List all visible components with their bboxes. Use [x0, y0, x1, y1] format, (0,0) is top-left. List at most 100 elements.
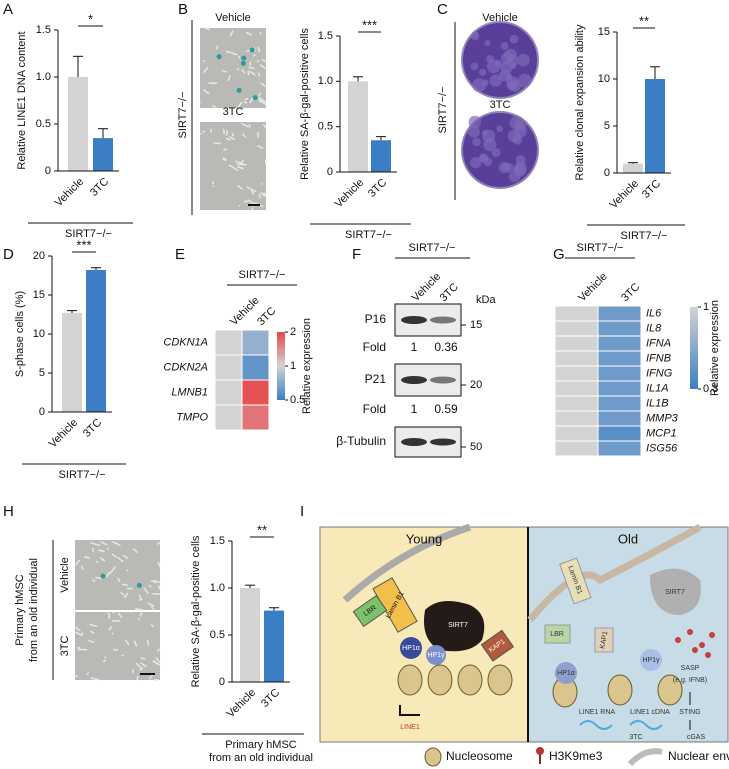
cell	[150, 605, 155, 611]
cell	[256, 59, 259, 63]
row-label: TMPO	[176, 411, 208, 423]
colorbar-label: Relative expression	[301, 318, 313, 414]
group-label: SIRT7−/−	[65, 228, 112, 240]
colony	[500, 42, 509, 50]
row-label: IL6	[646, 307, 662, 319]
cell	[112, 611, 115, 614]
colony	[496, 125, 503, 133]
cell	[259, 32, 262, 35]
hp1a	[555, 662, 577, 684]
bar	[86, 270, 106, 412]
heat-cell	[554, 425, 599, 442]
diagram-label: SIRT7	[448, 622, 468, 629]
cell	[242, 133, 247, 138]
cell	[75, 631, 83, 637]
x-tick-label: Vehicle	[53, 176, 87, 210]
colorbar-tick-label: 1	[290, 360, 296, 372]
cell	[257, 96, 267, 104]
stain	[216, 54, 222, 60]
legend-label: Nucleosome	[446, 749, 513, 763]
kap1	[594, 627, 614, 653]
cell	[222, 157, 227, 162]
cell	[139, 667, 144, 672]
lbr	[352, 594, 388, 628]
column-label: 3TC	[619, 281, 642, 304]
stain	[249, 47, 255, 53]
cell	[203, 88, 210, 95]
heat-cell	[241, 354, 270, 381]
cell	[122, 554, 129, 560]
cell	[204, 27, 210, 31]
cell	[135, 662, 142, 669]
significance: *	[88, 11, 93, 26]
cell	[155, 656, 161, 663]
bar	[93, 138, 113, 171]
diagram-label: KAP1	[599, 631, 609, 650]
column-label: Vehicle	[576, 271, 610, 305]
cell	[77, 646, 81, 650]
fold-value: 1	[411, 402, 418, 416]
side-label: from an old individual	[28, 558, 40, 662]
y-tick-label: 15	[598, 26, 610, 38]
heat-cell	[597, 380, 642, 397]
hp1g	[640, 649, 662, 671]
image-label: Vehicle	[215, 12, 250, 24]
cell	[246, 49, 251, 53]
diagram-label: HP1γ	[427, 652, 445, 659]
significance: **	[639, 13, 649, 28]
cell	[112, 540, 121, 547]
y-axis-label: Relative SA-β-gal-positive cells	[299, 28, 311, 180]
y-tick-label: 0	[39, 406, 45, 418]
x-tick-label: 3TC	[259, 687, 282, 710]
bar	[240, 588, 260, 682]
row-label: IL8	[646, 322, 662, 334]
cell	[143, 587, 149, 594]
cell	[247, 70, 250, 76]
cell	[157, 585, 161, 590]
x-tick-label: 3TC	[81, 417, 104, 440]
bar	[62, 312, 82, 412]
nucleosome	[397, 664, 423, 696]
y-tick-label: 1.0	[318, 75, 333, 87]
cell	[244, 97, 249, 101]
significance: **	[257, 522, 267, 537]
bar	[623, 163, 643, 173]
group-label: SIRT7−/−	[239, 269, 286, 281]
sirt7	[650, 568, 701, 615]
cell	[90, 541, 101, 547]
cell	[156, 542, 160, 546]
colony	[509, 80, 522, 92]
bar	[264, 610, 284, 682]
cell	[150, 579, 161, 584]
stain	[236, 87, 242, 93]
panel-letter: B	[178, 1, 188, 18]
y-tick-label: 5	[604, 120, 610, 132]
cell	[100, 541, 108, 546]
diagram-label: HP1α	[402, 645, 420, 652]
cell	[88, 639, 95, 644]
colony	[509, 34, 519, 44]
row-label: Fold	[363, 340, 386, 354]
cell	[237, 101, 243, 108]
y-tick-label: 10	[598, 73, 610, 85]
cell	[260, 82, 267, 88]
cell	[246, 186, 257, 193]
legend-nucleosome	[424, 747, 442, 767]
cell	[231, 132, 235, 137]
cell	[237, 184, 244, 190]
diagram-label: HP1α	[557, 670, 575, 677]
cell	[258, 194, 261, 199]
group-label: SIRT7−/−	[577, 242, 624, 254]
fold-value: 1	[411, 340, 418, 354]
cell	[106, 571, 110, 578]
cell	[248, 66, 255, 70]
row-label: LMNB1	[171, 386, 208, 398]
colorbar-label: Relative expression	[709, 300, 721, 396]
panel-letter: E	[175, 246, 185, 263]
cell	[92, 548, 95, 553]
heat-cell	[214, 404, 243, 431]
bar	[68, 77, 88, 171]
hp1g	[426, 645, 446, 665]
diagram-label: SASP	[681, 665, 700, 672]
row-label: MMP3	[646, 412, 679, 424]
